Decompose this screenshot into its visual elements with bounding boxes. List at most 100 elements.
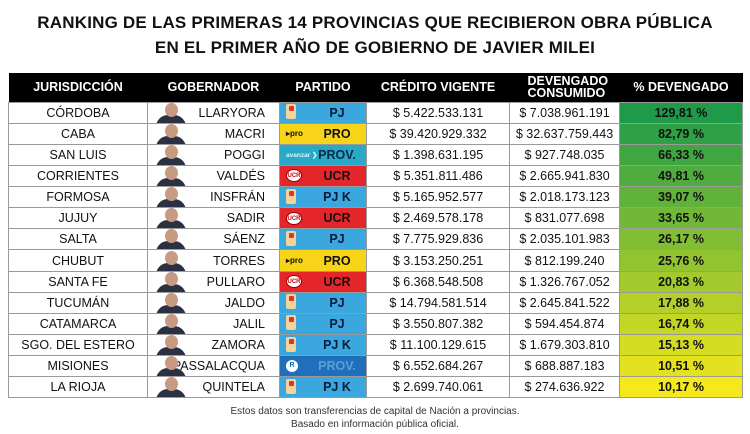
gobernador-name: SADIR	[226, 211, 265, 226]
gobernador-cell: JALIL	[147, 312, 280, 336]
table-row: SAN LUIS POGGI avanzar ❯ PROV. $ 1.398.631.1…	[8, 143, 743, 166]
gobernador-name: QUINTELA	[202, 380, 265, 395]
header-devengado: DEVENGADO CONSUMIDO	[509, 73, 620, 102]
partido-label: PROV.	[318, 359, 356, 374]
table-row: CORRIENTES VALDÉS UCR UCR $ 5.351.811.486 $ 2…	[8, 164, 743, 188]
jurisdiccion-cell: SANTA FE	[8, 270, 148, 293]
gobernador-name: INSFRÁN	[210, 190, 265, 205]
ucr-logo-icon: UCR	[286, 275, 302, 289]
governor-photo	[154, 356, 188, 376]
pct-cell: 26,17 %	[619, 228, 743, 251]
table-row: CABA MACRI ▸pro PRO $ 39.420.929.332 $ 32.637…	[8, 122, 743, 145]
table-header-row: JURISDICCIÓN GOBERNADOR PARTIDO CRÉDITO …	[8, 73, 743, 102]
gobernador-name: PULLARO	[206, 274, 265, 289]
gobernador-cell: PASSALACQUA	[147, 355, 280, 378]
pct-cell: 10,17 %	[619, 376, 743, 399]
partido-cell: avanzar ❯ PROV.	[279, 143, 367, 166]
devengado-cell: $ 927.748.035	[509, 143, 620, 166]
gobernador-cell: SÁENZ	[147, 228, 280, 251]
partido-label: PRO	[323, 126, 351, 141]
table-row: MISIONES PASSALACQUA R PROV. $ 6.552.684.267…	[8, 355, 743, 378]
header-gobernador: GOBERNADOR	[147, 73, 280, 102]
gobernador-cell: LLARYORA	[147, 101, 280, 124]
partido-label: PJ	[329, 295, 345, 310]
devengado-cell: $ 1.326.767.052	[509, 270, 620, 293]
gobernador-name: SÁENZ	[223, 232, 265, 247]
gobernador-cell: PULLARO	[147, 270, 280, 293]
table-row: SALTA SÁENZ PJ $ 7.775.929.836 $ 2.035.101.9…	[8, 228, 743, 251]
table-row: SANTA FE PULLARO UCR UCR $ 6.368.548.508 $ 1.…	[8, 270, 743, 293]
credito-cell: $ 5.422.533.131	[366, 101, 510, 124]
jurisdiccion-cell: LA RIOJA	[8, 376, 148, 399]
pct-cell: 25,76 %	[619, 249, 743, 272]
devengado-cell: $ 594.454.874	[509, 312, 620, 336]
gobernador-cell: ZAMORA	[147, 334, 280, 357]
partido-cell: UCR UCR	[279, 164, 367, 188]
pct-cell: 49,81 %	[619, 164, 743, 188]
gobernador-cell: TORRES	[147, 249, 280, 272]
title-line-1: RANKING DE LAS PRIMERAS 14 PROVINCIAS QU…	[37, 13, 713, 32]
partido-cell: PJ	[279, 291, 367, 314]
partido-label: UCR	[323, 274, 351, 289]
ucr-logo-icon: UCR	[286, 169, 302, 183]
header-credito: CRÉDITO VIGENTE	[366, 73, 510, 102]
governor-photo	[154, 293, 188, 313]
jurisdiccion-cell: CHUBUT	[8, 249, 148, 272]
devengado-cell: $ 2.645.841.522	[509, 291, 620, 314]
credito-cell: $ 11.100.129.615	[366, 334, 510, 357]
credito-cell: $ 6.368.548.508	[366, 270, 510, 293]
jurisdiccion-cell: TUCUMÁN	[8, 291, 148, 314]
gobernador-cell: VALDÉS	[147, 164, 280, 188]
gobernador-name: TORRES	[213, 253, 265, 268]
partido-cell: ▸pro PRO	[279, 122, 367, 145]
devengado-cell: $ 2.665.941.830	[509, 164, 620, 188]
partido-cell: PJ K	[279, 376, 367, 399]
gobernador-cell: MACRI	[147, 122, 280, 145]
devengado-cell: $ 2.018.173.123	[509, 186, 620, 209]
pct-cell: 66,33 %	[619, 143, 743, 166]
partido-cell: PJ	[279, 228, 367, 251]
jurisdiccion-cell: CABA	[8, 122, 148, 145]
header-pct: % DEVENGADO	[619, 73, 743, 102]
gobernador-cell: INSFRÁN	[147, 186, 280, 209]
partido-cell: PJ K	[279, 186, 367, 209]
partido-cell: PJ	[279, 101, 367, 124]
partido-cell: PJ K	[279, 334, 367, 357]
table-row: CÓRDOBA LLARYORA PJ $ 5.422.533.131 $ 7.038.…	[8, 101, 743, 124]
devengado-cell: $ 7.038.961.191	[509, 101, 620, 124]
pct-cell: 82,79 %	[619, 122, 743, 145]
gobernador-name: MACRI	[224, 126, 265, 141]
header-partido: PARTIDO	[279, 73, 367, 102]
pct-cell: 39,07 %	[619, 186, 743, 209]
footnote: Estos datos son transferencias de capita…	[0, 405, 750, 431]
governor-photo	[154, 103, 188, 123]
governor-photo	[154, 208, 188, 228]
partido-label: UCR	[323, 168, 351, 183]
jurisdiccion-cell: SAN LUIS	[8, 143, 148, 166]
credito-cell: $ 14.794.581.514	[366, 291, 510, 314]
partido-label: PJ K	[323, 190, 351, 205]
gobernador-name: JALIL	[233, 316, 265, 331]
table-row: FORMOSA INSFRÁN PJ K $ 5.165.952.577 $ 2.018…	[8, 186, 743, 209]
pct-cell: 10,51 %	[619, 355, 743, 378]
pct-cell: 17,88 %	[619, 291, 743, 314]
gobernador-cell: POGGI	[147, 143, 280, 166]
footnote-line-2: Basado en información pública oficial.	[291, 419, 459, 430]
pj-shield-icon	[286, 104, 296, 120]
credito-cell: $ 7.775.929.836	[366, 228, 510, 251]
partido-label: UCR	[323, 211, 351, 226]
partido-label: PJ	[329, 232, 345, 247]
jurisdiccion-cell: SGO. DEL ESTERO	[8, 334, 148, 357]
jurisdiccion-cell: FORMOSA	[8, 186, 148, 209]
devengado-cell: $ 2.035.101.983	[509, 228, 620, 251]
partido-label: PJ	[329, 105, 345, 120]
partido-label: PROV.	[318, 147, 356, 162]
credito-cell: $ 3.550.807.382	[366, 312, 510, 336]
governor-photo	[154, 187, 188, 207]
governor-photo	[154, 335, 188, 355]
pct-cell: 15,13 %	[619, 334, 743, 357]
pj-shield-icon	[286, 230, 296, 246]
partido-label: PRO	[323, 253, 351, 268]
partido-cell: UCR UCR	[279, 207, 367, 230]
footnote-line-1: Estos datos son transferencias de capita…	[230, 406, 520, 417]
